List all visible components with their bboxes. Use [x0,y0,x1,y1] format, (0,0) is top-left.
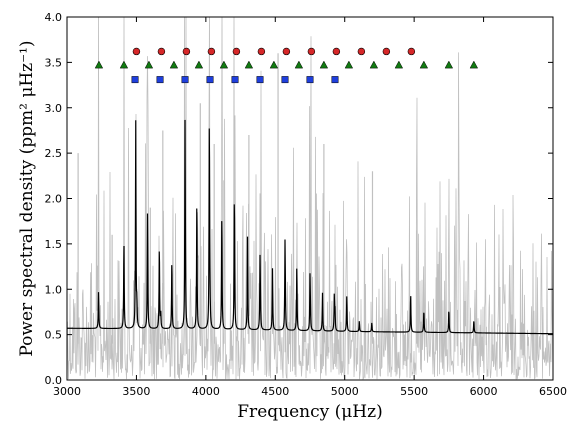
mode-marker-triangle [219,60,229,69]
mode-marker-circle [132,47,141,56]
mode-marker-circle [407,47,416,56]
mode-marker-square [331,76,339,84]
mode-marker-square [281,76,289,84]
mode-marker-triangle [469,60,479,69]
mode-marker-triangle [369,60,379,69]
mode-marker-triangle [319,60,329,69]
y-tick-label: 3.5 [45,56,63,69]
mode-marker-triangle [194,60,204,69]
mode-marker-circle [382,47,391,56]
axis-ticks: 3000 3500 4000 4500 5000 5500 6000 6500 0.0 0.5 1.… [45,11,568,398]
mode-marker-triangle [169,60,179,69]
y-tick-label: 1.5 [45,238,63,251]
mode-marker-circle [357,47,366,56]
y-tick-label: 2.5 [45,147,63,160]
y-tick-label: 3.0 [45,102,63,115]
y-tick-label: 0.0 [45,374,63,387]
y-tick-label: 2.0 [45,193,63,206]
x-tick-label: 3500 [122,385,150,398]
mode-marker-triangle [94,60,104,69]
mode-marker-triangle [419,60,429,69]
x-tick-label: 3000 [53,385,81,398]
mode-marker-circle [232,47,241,56]
smoothed-spectrum-line [67,119,553,335]
mode-marker-circle [307,47,316,56]
mode-marker-square [156,76,164,84]
x-tick-label: 6500 [539,385,567,398]
x-tick-label: 6000 [470,385,498,398]
mode-marker-square [131,76,139,84]
x-tick-label: 4500 [261,385,289,398]
mode-marker-square [206,76,214,84]
y-tick-label: 4.0 [45,11,63,24]
mode-marker-triangle [244,60,254,69]
mode-marker-triangle [344,60,354,69]
mode-marker-circle [207,47,216,56]
mode-marker-triangle [394,60,404,69]
mode-marker-circle [332,47,341,56]
mode-marker-triangle [119,60,129,69]
mode-marker-circle [282,47,291,56]
smoothed-spectrum-layer [67,119,553,335]
mode-marker-circle [182,47,191,56]
mode-marker-triangle [444,60,454,69]
x-tick-label: 5500 [400,385,428,398]
x-axis-title: Frequency (μHz) [237,402,382,422]
mode-marker-triangle [294,60,304,69]
mode-marker-circle [257,47,266,56]
mode-marker-square [306,76,314,84]
mode-marker-square [256,76,264,84]
mode-marker-circle [157,47,166,56]
x-tick-label: 4000 [192,385,220,398]
y-axis-title: Power spectral density (ppm² μHz⁻¹) [17,40,37,356]
mode-markers-layer [94,47,479,84]
raw-spectrum-line [67,17,553,380]
mode-marker-square [231,76,239,84]
mode-marker-square [181,76,189,84]
raw-spectrum-layer [67,17,553,380]
y-tick-label: 1.0 [45,283,63,296]
x-tick-label: 5000 [331,385,359,398]
y-tick-label: 0.5 [45,329,63,342]
mode-marker-triangle [269,60,279,69]
mode-marker-triangle [144,60,154,69]
